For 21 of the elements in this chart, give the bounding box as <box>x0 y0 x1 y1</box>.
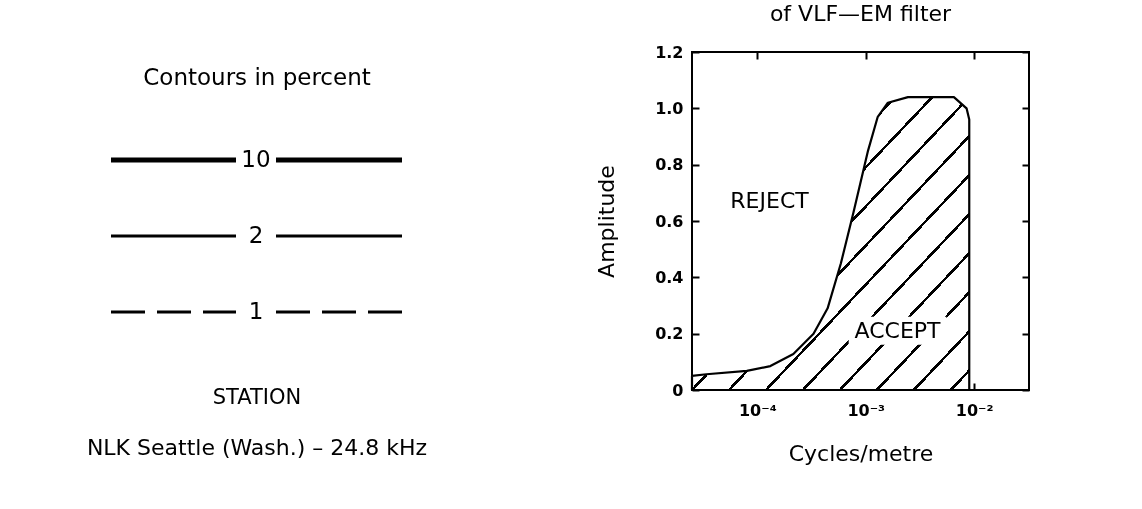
text: NLK Seattle (Wash.) – 24.8 kHz <box>86 435 428 460</box>
legend-label: 10 <box>241 146 271 172</box>
y-tick-label: 1.0 <box>655 98 684 118</box>
y-tick-label: 0.6 <box>655 211 684 231</box>
y-tick-label: 0.8 <box>655 155 684 175</box>
x-tick-label: 10⁻² <box>955 400 994 420</box>
legend-label: 1 <box>248 298 264 324</box>
text: STATION <box>212 385 302 409</box>
text: Contours in percent <box>143 64 371 90</box>
chart-title: of VLF—EM filter <box>769 1 953 26</box>
x-tick-label: 10⁻³ <box>847 400 886 420</box>
y-tick-label: 0.2 <box>655 324 684 344</box>
x-axis-title: Cycles/metre <box>788 440 934 466</box>
legend-label: 2 <box>248 222 264 248</box>
y-tick-label: 1.2 <box>655 42 684 62</box>
annotation: ACCEPT <box>854 317 942 343</box>
y-tick-label: 0 <box>672 380 684 400</box>
annotation: REJECT <box>730 187 810 213</box>
x-tick-label: 10⁻⁴ <box>738 400 777 420</box>
y-axis-title: Amplitude <box>594 165 620 278</box>
y-tick-label: 0.4 <box>655 267 684 287</box>
